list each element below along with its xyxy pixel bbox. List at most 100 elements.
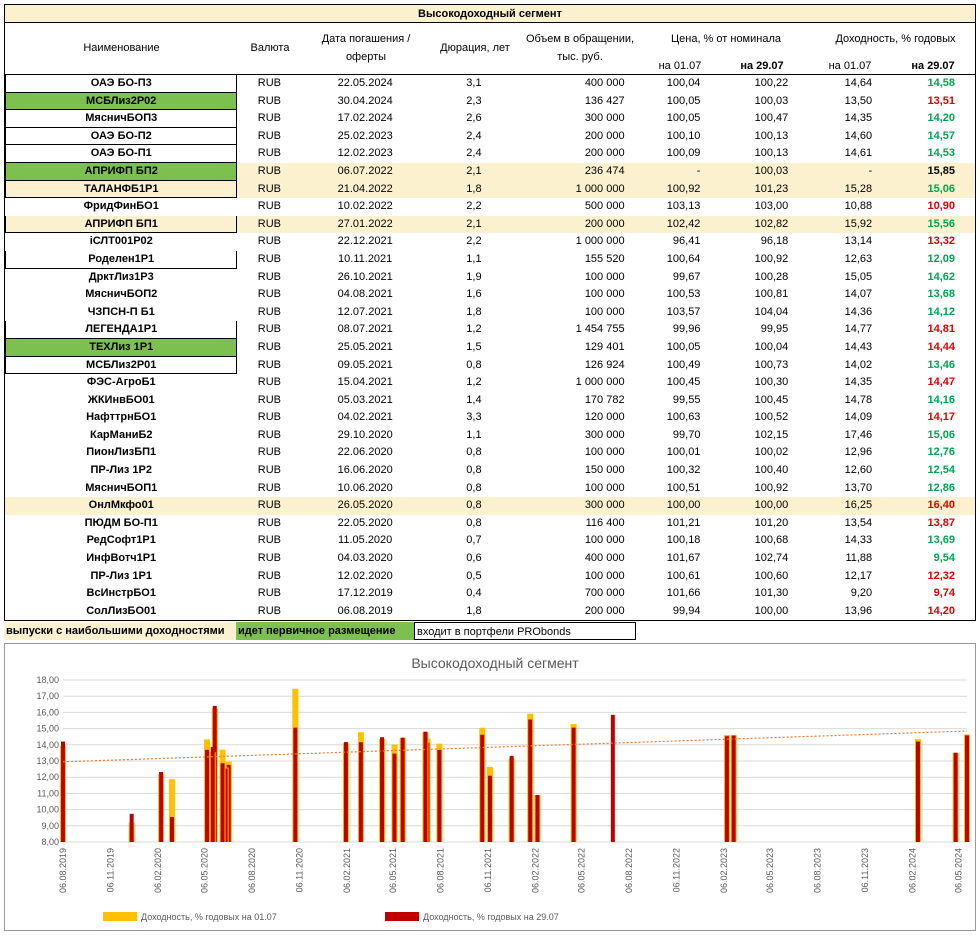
cell-cur: RUB: [257, 393, 282, 406]
cell-y2: 14,17: [927, 411, 956, 424]
cell-dur: 0,8: [466, 358, 482, 371]
y-tick-label: 14,00: [36, 740, 59, 750]
cell-name: ВсИнстрБО1: [86, 587, 156, 600]
cell-dur: 0,8: [466, 516, 482, 529]
cell-date: 22.05.2020: [337, 516, 393, 529]
cell-p2: 100,40: [754, 464, 789, 477]
cell-cur: RUB: [257, 77, 282, 89]
cell-date: 09.05.2021: [337, 358, 393, 371]
y-tick-label: 11,00: [37, 788, 59, 798]
bar-yield-2907: [169, 817, 174, 842]
cell-dur: 1,5: [466, 340, 482, 353]
cell-y1: 12,60: [844, 464, 873, 477]
cell-y1: 15,28: [844, 182, 873, 195]
cell-y1: 14,78: [844, 393, 873, 406]
cell-dur: 0,5: [466, 569, 482, 582]
cell-cur: RUB: [257, 428, 282, 441]
cell-y1: -: [868, 164, 873, 177]
y-tick-label: 10,00: [36, 805, 59, 815]
x-tick-label: 06.08.2020: [247, 848, 257, 893]
cell-vol: 300 000: [584, 499, 625, 512]
cell-p2: 101,30: [754, 587, 789, 600]
cell-name: ОАЭ БО-П1: [5, 145, 238, 163]
cell-cur: RUB: [257, 376, 282, 389]
table-row: КарМаниБ2 RUB 29.10.2020 1,1 300 000 99,70 102…: [5, 427, 975, 445]
table-row: МСБЛиз2Р02 RUB 30.04.2024 2,3 136 427 100,05 1…: [5, 92, 975, 111]
cell-y2: 12,54: [927, 464, 956, 477]
cell-date: 26.10.2021: [337, 270, 393, 283]
table-row: ТАЛАНФБ1Р1 RUB 21.04.2022 1,8 1 000 000 100,9…: [5, 180, 975, 199]
cell-name: ДрктЛиз1Р3: [88, 270, 154, 283]
cell-p1: 100,49: [666, 358, 701, 371]
cell-y1: 14,07: [844, 288, 873, 301]
x-tick-label: 06.02.2021: [342, 848, 352, 893]
cell-date: 10.02.2022: [337, 200, 393, 213]
legend-primary-placement: идет первичное размещение: [236, 622, 414, 640]
cell-p2: 100,13: [754, 147, 789, 160]
cell-y1: 14,33: [844, 534, 873, 547]
table-row: МясничБОП2 RUB 04.08.2021 1,6 100 000 100,53 1…: [5, 286, 975, 304]
table-row: ФЭС-АгроБ1 RUB 15.04.2021 1,2 1 000 000 100,4…: [5, 374, 975, 392]
cell-dur: 1,8: [466, 305, 482, 318]
table-row: РедСофт1Р1 RUB 11.05.2020 0,7 100 000 100,18 1…: [5, 532, 975, 550]
bar-yield-2907: [380, 737, 385, 842]
cell-y1: 17,46: [844, 428, 873, 441]
cell-cur: RUB: [257, 182, 282, 195]
cell-p1: 99,55: [672, 393, 701, 406]
cell-dur: 0,8: [466, 464, 482, 477]
cell-p1: 99,96: [672, 323, 701, 336]
cell-vol: 170 782: [584, 393, 625, 406]
x-tick-label: 06.05.2024: [954, 848, 964, 893]
cell-name: МясничБОП3: [5, 110, 238, 128]
cell-y2: 15,06: [927, 428, 956, 441]
legend-swatch-2907: [385, 912, 419, 921]
cell-dur: 1,9: [466, 270, 482, 283]
cell-p2: 102,82: [754, 217, 789, 230]
cell-date: 22.06.2020: [337, 446, 393, 459]
cell-y2: 14,44: [927, 340, 956, 353]
table-row: ТЕХЛиз 1Р1 RUB 25.05.2021 1,5 129 401 100,05 1…: [5, 338, 975, 357]
cell-date: 22.12.2021: [337, 235, 393, 248]
cell-p1: 103,13: [666, 200, 701, 213]
cell-y2: 12,86: [927, 481, 956, 494]
cell-date: 10.11.2021: [338, 252, 393, 265]
cell-dur: 0,8: [466, 499, 482, 512]
cell-name: СолЛизБО01: [86, 604, 157, 617]
bar-yield-2907: [205, 749, 210, 842]
cell-p1: 103,57: [666, 305, 701, 318]
x-tick-label: 06.05.2021: [388, 848, 398, 893]
bar-yield-2907: [226, 764, 231, 842]
cell-p2: 100,00: [754, 499, 789, 512]
y-tick-label: 18,00: [36, 675, 59, 685]
bar-yield-2907: [571, 727, 576, 842]
y-tick-label: 16,00: [36, 707, 59, 717]
cell-dur: 2,2: [466, 200, 482, 213]
header-maturity-line1: Дата погашения /: [321, 33, 411, 45]
cell-p2: 100,81: [754, 288, 789, 301]
cell-p2: 103,00: [754, 200, 789, 213]
bar-yield-2907: [535, 795, 540, 842]
cell-dur: 1,2: [466, 323, 482, 336]
cell-date: 12.02.2023: [337, 147, 393, 160]
cell-vol: 500 000: [584, 200, 625, 213]
cell-y2: 14,20: [927, 112, 956, 125]
cell-vol: 400 000: [584, 552, 625, 565]
cell-dur: 0,8: [466, 481, 482, 494]
cell-dur: 0,4: [466, 587, 482, 600]
x-tick-label: 06.11.2021: [483, 848, 493, 892]
cell-y1: 14,61: [844, 147, 873, 160]
cell-cur: RUB: [257, 552, 282, 565]
table-title: Высокодоходный сегмент: [4, 4, 976, 23]
cell-name: ОАЭ БО-П2: [5, 127, 238, 146]
cell-cur: RUB: [257, 604, 282, 617]
cell-date: 25.02.2023: [337, 129, 393, 142]
cell-y1: 10,88: [844, 200, 873, 213]
cell-y2: 15,56: [927, 217, 956, 230]
cell-y1: 13,70: [844, 481, 873, 494]
table-row: ДрктЛиз1Р3 RUB 26.10.2021 1,9 100 000 99,67 10…: [5, 269, 975, 287]
cell-dur: 0,8: [466, 446, 482, 459]
x-tick-label: 06.11.2020: [294, 848, 304, 892]
cell-y2: 14,53: [927, 147, 956, 160]
cell-vol: 100 000: [584, 446, 625, 459]
table-row: АПРИФП БП2 RUB 06.07.2022 2,1 236 474 - 100,03…: [5, 162, 975, 181]
